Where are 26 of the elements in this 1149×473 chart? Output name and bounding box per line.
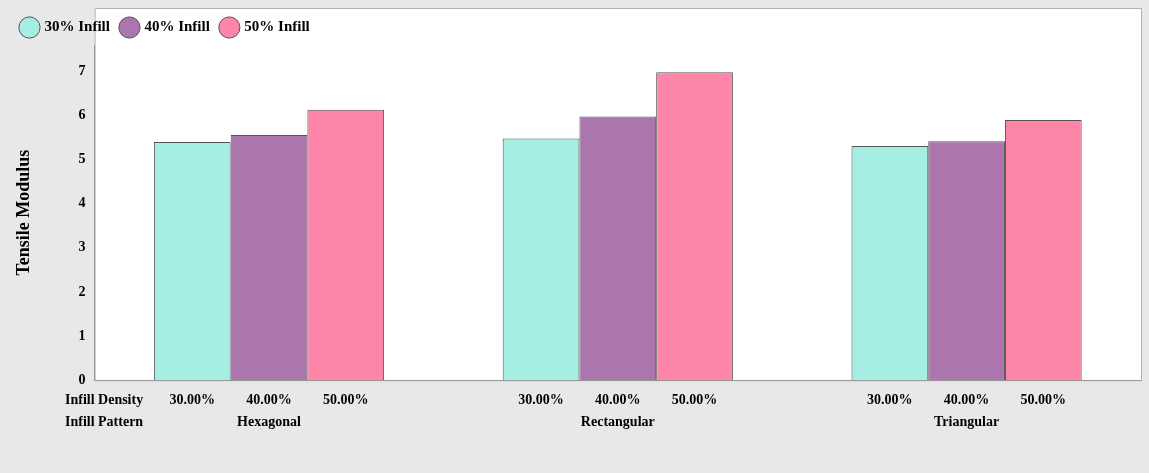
legend-label: 40% Infill xyxy=(144,18,210,35)
text: 40.00% xyxy=(943,391,990,407)
text: 50.00% xyxy=(322,391,369,407)
text: 30.00% xyxy=(169,391,216,407)
text: 30.00% xyxy=(518,391,564,407)
y-tick-label: 5 xyxy=(78,151,86,167)
y-tick-label: 4 xyxy=(78,195,86,211)
text: 40.00% xyxy=(246,391,292,407)
x-tick-label: Rectangular xyxy=(580,414,655,430)
legend-label: 50% Infill xyxy=(244,18,310,35)
x-tick-label: Triangular xyxy=(934,414,1000,430)
text: 50.00% xyxy=(671,391,718,407)
text: Infill Density xyxy=(65,391,144,407)
y-tick-label: 1 xyxy=(78,327,86,343)
x-axis-title: Infill Pattern xyxy=(65,413,144,429)
y-tick-label: 7 xyxy=(78,63,86,79)
x-tick-label: Hexagonal xyxy=(237,414,301,430)
y-axis-title: Tensile Modulus xyxy=(13,149,34,276)
legend-label: 30% Infill xyxy=(44,18,110,35)
y-tick-label: 2 xyxy=(78,283,86,299)
y-tick-label: 0 xyxy=(78,371,86,387)
y-tick-label: 6 xyxy=(78,107,86,123)
text: 40.00% xyxy=(595,391,641,407)
y-tick-label: 3 xyxy=(78,239,86,255)
text: 50.00% xyxy=(1020,391,1067,407)
text: 30.00% xyxy=(867,391,913,407)
